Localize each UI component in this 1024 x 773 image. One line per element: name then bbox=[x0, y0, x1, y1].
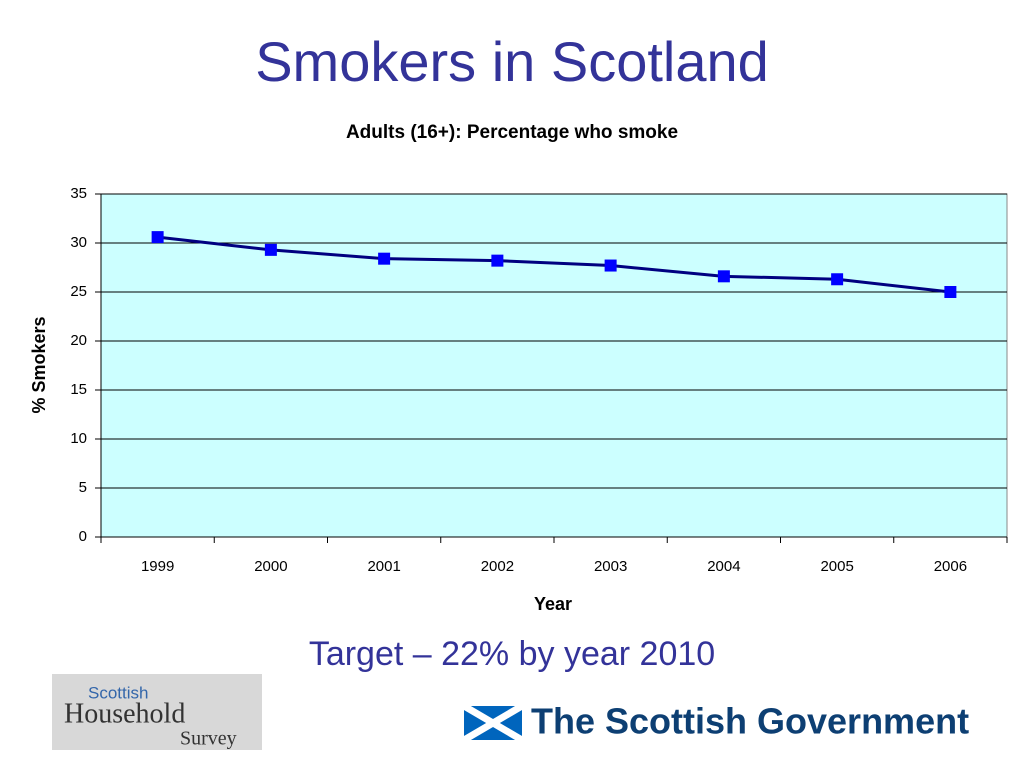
y-tick-label: 15 bbox=[70, 381, 87, 398]
y-tick-label: 10 bbox=[70, 430, 87, 447]
x-tick-label: 2003 bbox=[594, 558, 627, 575]
x-tick-label: 2000 bbox=[254, 558, 287, 575]
logo-text: Survey bbox=[180, 728, 237, 750]
x-tick-label: 1999 bbox=[141, 558, 174, 575]
x-tick-label: 2002 bbox=[481, 558, 514, 575]
y-tick-label: 35 bbox=[70, 185, 87, 202]
data-point bbox=[264, 243, 277, 256]
footer-note: Target – 22% by year 2010 bbox=[309, 635, 715, 673]
y-tick-label: 20 bbox=[70, 332, 87, 349]
y-axis-label: % Smokers bbox=[29, 316, 49, 413]
data-point bbox=[151, 231, 164, 244]
government-logo: The Scottish Government bbox=[462, 701, 969, 744]
slide-title: Smokers in Scotland bbox=[255, 30, 769, 93]
survey-logo: Scottish Household Survey bbox=[52, 674, 262, 750]
data-point bbox=[604, 259, 617, 272]
x-axis-label: Year bbox=[534, 594, 572, 614]
y-tick-label: 25 bbox=[70, 283, 87, 300]
x-tick-label: 2004 bbox=[707, 558, 740, 575]
data-line bbox=[157, 235, 951, 294]
logo-text: Scottish bbox=[88, 683, 148, 702]
x-tick-label: 2001 bbox=[367, 558, 400, 575]
flag-cross bbox=[462, 702, 524, 744]
x-tick-label: 2005 bbox=[820, 558, 853, 575]
data-point bbox=[944, 286, 957, 298]
data-point bbox=[491, 254, 504, 267]
logo-text: The Scottish Government bbox=[531, 701, 969, 742]
data-point bbox=[831, 273, 844, 286]
y-tick-label: 0 bbox=[79, 528, 87, 545]
y-tick-label: 30 bbox=[70, 234, 87, 251]
data-point bbox=[717, 270, 730, 283]
logo-background bbox=[52, 674, 262, 750]
plot-area bbox=[100, 193, 1008, 538]
y-tick-label: 5 bbox=[79, 479, 87, 496]
x-tick-label: 2006 bbox=[934, 558, 967, 575]
chart-title: Adults (16+): Percentage who smoke bbox=[346, 122, 678, 143]
data-point bbox=[378, 252, 391, 265]
logo-text: Household bbox=[64, 698, 185, 729]
